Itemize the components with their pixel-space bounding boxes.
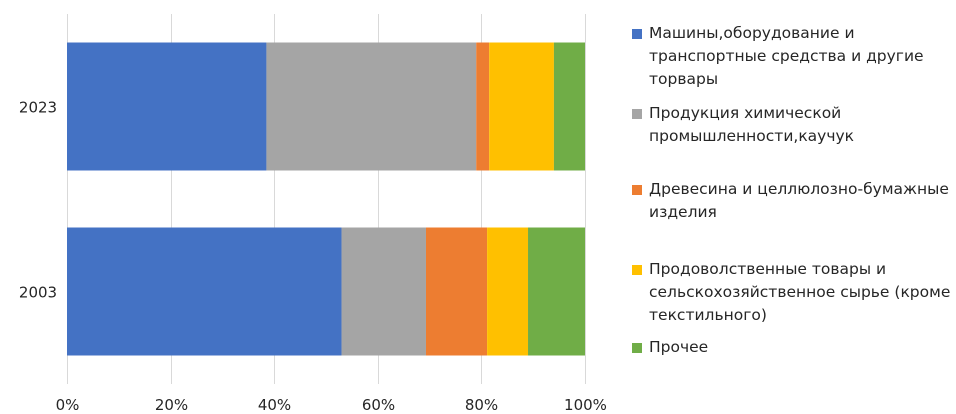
bar-segment xyxy=(266,42,477,171)
legend-swatch-wood xyxy=(632,185,642,195)
legend-label-wood: Древесина и целлюлозно-бумажные изделия xyxy=(649,180,949,221)
bar-segment xyxy=(476,42,490,171)
x-tick-label: 80% xyxy=(465,396,498,414)
category-axis: 2023 2003 xyxy=(19,99,57,302)
legend-swatch-other xyxy=(632,343,642,353)
value-axis: 0% 20% 40% 60% 80% 100% xyxy=(56,396,607,414)
legend-item-food: Продоволственные товары и сельскохозяйст… xyxy=(632,258,952,327)
category-label: 2023 xyxy=(19,99,57,117)
x-tick-label: 40% xyxy=(258,396,291,414)
bar-segment xyxy=(487,227,529,356)
bars xyxy=(67,42,585,356)
legend-label-machinery: Машины,оборудование и транспортные средс… xyxy=(649,24,924,88)
bar-segment xyxy=(528,227,585,356)
legend-item-machinery: Машины,оборудование и транспортные средс… xyxy=(632,22,952,91)
legend-swatch-machinery xyxy=(632,29,642,39)
bar-segment xyxy=(341,227,426,356)
bar-segment xyxy=(553,42,585,171)
bar-segment xyxy=(67,227,342,356)
x-tick-label: 100% xyxy=(564,396,607,414)
bar-segment xyxy=(425,227,488,356)
bar-segment xyxy=(67,42,267,171)
legend-label-other: Прочее xyxy=(649,338,709,356)
legend-item-wood: Древесина и целлюлозно-бумажные изделия xyxy=(632,178,952,224)
legend-label-chemical: Продукция химической промышленности,кауч… xyxy=(649,104,855,145)
legend-swatch-food xyxy=(632,265,642,275)
bar-segment xyxy=(489,42,554,171)
legend-item-chemical: Продукция химической промышленности,кауч… xyxy=(632,102,952,148)
legend-swatch-chemical xyxy=(632,109,642,119)
legend-item-other: Прочее xyxy=(632,336,952,359)
x-tick-label: 20% xyxy=(155,396,188,414)
category-label: 2003 xyxy=(19,284,57,302)
x-tick-label: 0% xyxy=(56,396,80,414)
legend-label-food: Продоволственные товары и сельскохозяйст… xyxy=(649,260,951,324)
x-tick-label: 60% xyxy=(362,396,395,414)
